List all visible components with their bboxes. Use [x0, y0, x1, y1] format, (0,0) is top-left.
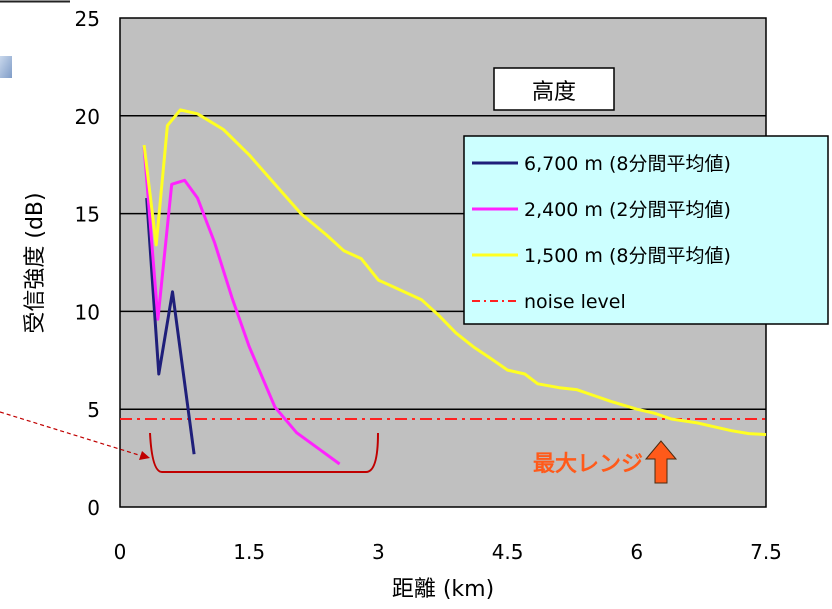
y-axis-label: 受信強度 (dB): [23, 192, 48, 333]
x-tick-label: 1.5: [233, 540, 265, 564]
slide-bullet: [0, 56, 12, 78]
x-tick-label: 4.5: [492, 540, 524, 564]
max-range-label: 最大レンジ: [533, 452, 643, 477]
y-tick-label: 0: [87, 496, 100, 520]
legend-label: 6,700 m (8分間平均値): [524, 153, 731, 175]
y-tick-label: 15: [75, 203, 100, 227]
y-tick-label: 20: [75, 105, 100, 129]
legend: 高度 6,700 m (8分間平均値) 2,400 m (2分間平均値) 1,500…: [463, 67, 829, 325]
x-axis-ticks: 0 1.5 3 4.5 6 7.5: [114, 540, 782, 564]
range-bracket: [149, 432, 379, 473]
series-line-1: [145, 197, 196, 455]
series-line-2: [142, 146, 341, 466]
legend-box: [463, 135, 829, 325]
pointer-arrow-line: [0, 411, 143, 457]
legend-label: 2,400 m (2分間平均値): [524, 199, 731, 221]
legend-title: 高度: [532, 80, 576, 105]
legend-label: 1,500 m (8分間平均値): [524, 245, 731, 267]
y-axis-ticks: 0 5 10 15 20 25: [75, 7, 100, 520]
x-tick-label: 7.5: [750, 540, 782, 564]
grid-lines: [120, 115, 766, 410]
max-range-arrow-icon: [644, 440, 678, 484]
x-axis-label: 距離 (km): [392, 577, 494, 602]
x-tick-label: 3: [372, 540, 385, 564]
y-tick-label: 5: [87, 398, 100, 422]
pointer-arrow-head: [139, 451, 150, 460]
legend-title-box: [493, 67, 615, 111]
series-line-3: [142, 108, 767, 437]
x-tick-label: 6: [630, 540, 643, 564]
series-lines: [142, 108, 767, 466]
x-tick-label: 0: [114, 540, 127, 564]
y-tick-label: 10: [75, 300, 100, 324]
legend-label: noise level: [524, 291, 626, 313]
y-tick-label: 25: [75, 7, 100, 31]
